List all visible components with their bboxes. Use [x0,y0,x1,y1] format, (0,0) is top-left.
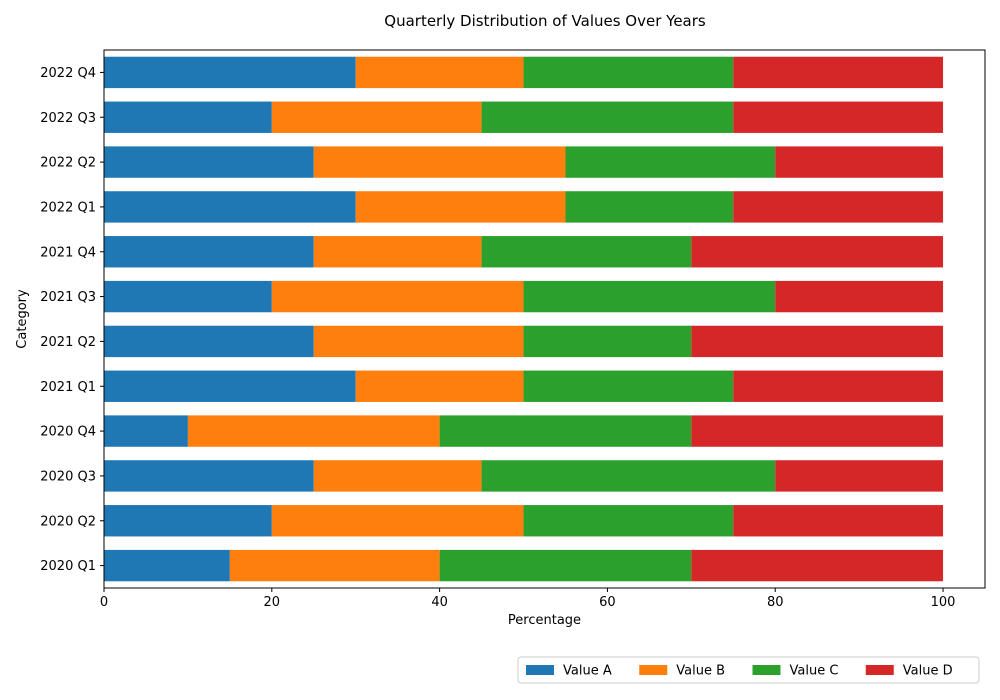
legend: Value A Value B Value C Value D [517,656,980,684]
y-tick-label: 2022 Q2 [40,156,96,171]
y-tick-label: 2021 Q2 [40,335,96,350]
bar-segment-value-c-2021-q2 [523,325,692,358]
bar-segment-value-d-2020-q2 [733,505,944,537]
bar-segment-value-c-2022-q1 [565,191,734,223]
legend-swatch [752,665,781,675]
bar-segment-value-c-2022-q2 [565,146,776,178]
y-tick-label: 2022 Q4 [40,66,96,81]
y-tick-label: 2021 Q4 [40,245,96,260]
bar-segment-value-a-2022-q4 [104,56,356,89]
bar-segment-value-b-2022-q1 [355,191,566,223]
y-axis-label: Category [15,289,30,349]
bar-segment-value-c-2021-q4 [481,236,692,268]
x-tick-label: 80 [767,595,784,610]
bar-segment-value-c-2020-q1 [439,549,692,582]
x-axis-ticks: 0 20 40 60 80 100 [100,588,956,610]
bar-segment-value-a-2021-q4 [104,236,314,268]
y-tick-label: 2020 Q1 [40,559,96,574]
bar-segment-value-c-2020-q3 [481,460,776,492]
legend-swatch [639,665,668,675]
y-axis-ticks: 2020 Q1 2020 Q2 2020 Q3 2020 Q4 2021 Q1 2021 … [40,66,104,574]
bar-segment-value-d-2022-q4 [733,56,944,89]
bar-segment-value-a-2022-q2 [104,146,314,178]
y-tick-label: 2020 Q2 [40,514,96,529]
legend-swatch [865,665,894,675]
bar-segment-value-d-2021-q1 [733,370,944,402]
bar-segment-value-d-2020-q4 [691,415,944,447]
bar-segment-value-d-2022-q2 [775,146,944,178]
x-tick-label: 60 [599,595,616,610]
bar-segment-value-b-2022-q2 [313,146,566,178]
x-tick-label: 100 [931,595,956,610]
bar-segment-value-d-2021-q4 [691,236,944,268]
legend-label: Value D [903,664,953,679]
bar-segment-value-a-2021-q2 [104,325,314,358]
bar-segment-value-c-2020-q2 [523,505,734,537]
bar-segment-value-b-2021-q1 [355,370,524,402]
x-tick-label: 40 [431,595,448,610]
bar-segment-value-a-2022-q3 [104,101,272,133]
bar-segment-value-a-2020-q2 [104,505,272,537]
bar-segment-value-a-2022-q1 [104,191,356,223]
legend-label: Value C [790,664,839,679]
bar-segment-value-b-2022-q4 [355,56,524,89]
y-tick-label: 2021 Q3 [40,290,96,305]
bar-segment-value-d-2022-q3 [733,101,944,133]
bar-segment-value-a-2020-q1 [104,549,230,582]
legend-label: Value B [676,664,725,679]
bar-segment-value-a-2020-q3 [104,460,314,492]
x-tick-label: 0 [100,595,108,610]
x-axis-label: Percentage [508,613,581,628]
bar-segment-value-d-2022-q1 [733,191,944,223]
legend-label: Value A [563,664,612,679]
bar-segment-value-d-2020-q1 [691,549,944,582]
bar-segment-value-c-2022-q4 [523,56,734,89]
bar-segment-value-b-2020-q2 [271,505,524,537]
bar-segment-value-b-2020-q4 [187,415,440,447]
bars-group [104,56,944,582]
plot-frame [103,49,986,589]
bar-segment-value-c-2022-q3 [481,101,734,133]
y-tick-label: 2020 Q4 [40,425,96,440]
bar-segment-value-b-2021-q3 [271,280,524,313]
bar-segment-value-b-2020-q1 [229,549,440,582]
bar-segment-value-c-2021-q3 [523,280,776,313]
bar-segment-value-a-2021-q1 [104,370,356,402]
bar-segment-value-d-2020-q3 [775,460,944,492]
bar-segment-value-b-2021-q4 [313,236,482,268]
y-tick-label: 2021 Q1 [40,380,96,395]
bar-segment-value-d-2021-q3 [775,280,944,313]
y-tick-label: 2022 Q3 [40,111,96,126]
chart-title: Quarterly Distribution of Values Over Ye… [384,12,706,30]
legend-frame [517,656,980,684]
bar-segment-value-a-2020-q4 [104,415,188,447]
y-tick-label: 2020 Q3 [40,469,96,484]
bar-segment-value-b-2020-q3 [313,460,482,492]
legend-swatch [526,665,554,675]
bar-segment-value-c-2021-q1 [523,370,734,402]
y-tick-label: 2022 Q1 [40,200,96,215]
bar-segment-value-d-2021-q2 [691,325,944,358]
bar-segment-value-c-2020-q4 [439,415,692,447]
bar-segment-value-b-2021-q2 [313,325,524,358]
bar-segment-value-b-2022-q3 [271,101,482,133]
bar-segment-value-a-2021-q3 [104,280,272,313]
x-tick-label: 20 [264,595,281,610]
